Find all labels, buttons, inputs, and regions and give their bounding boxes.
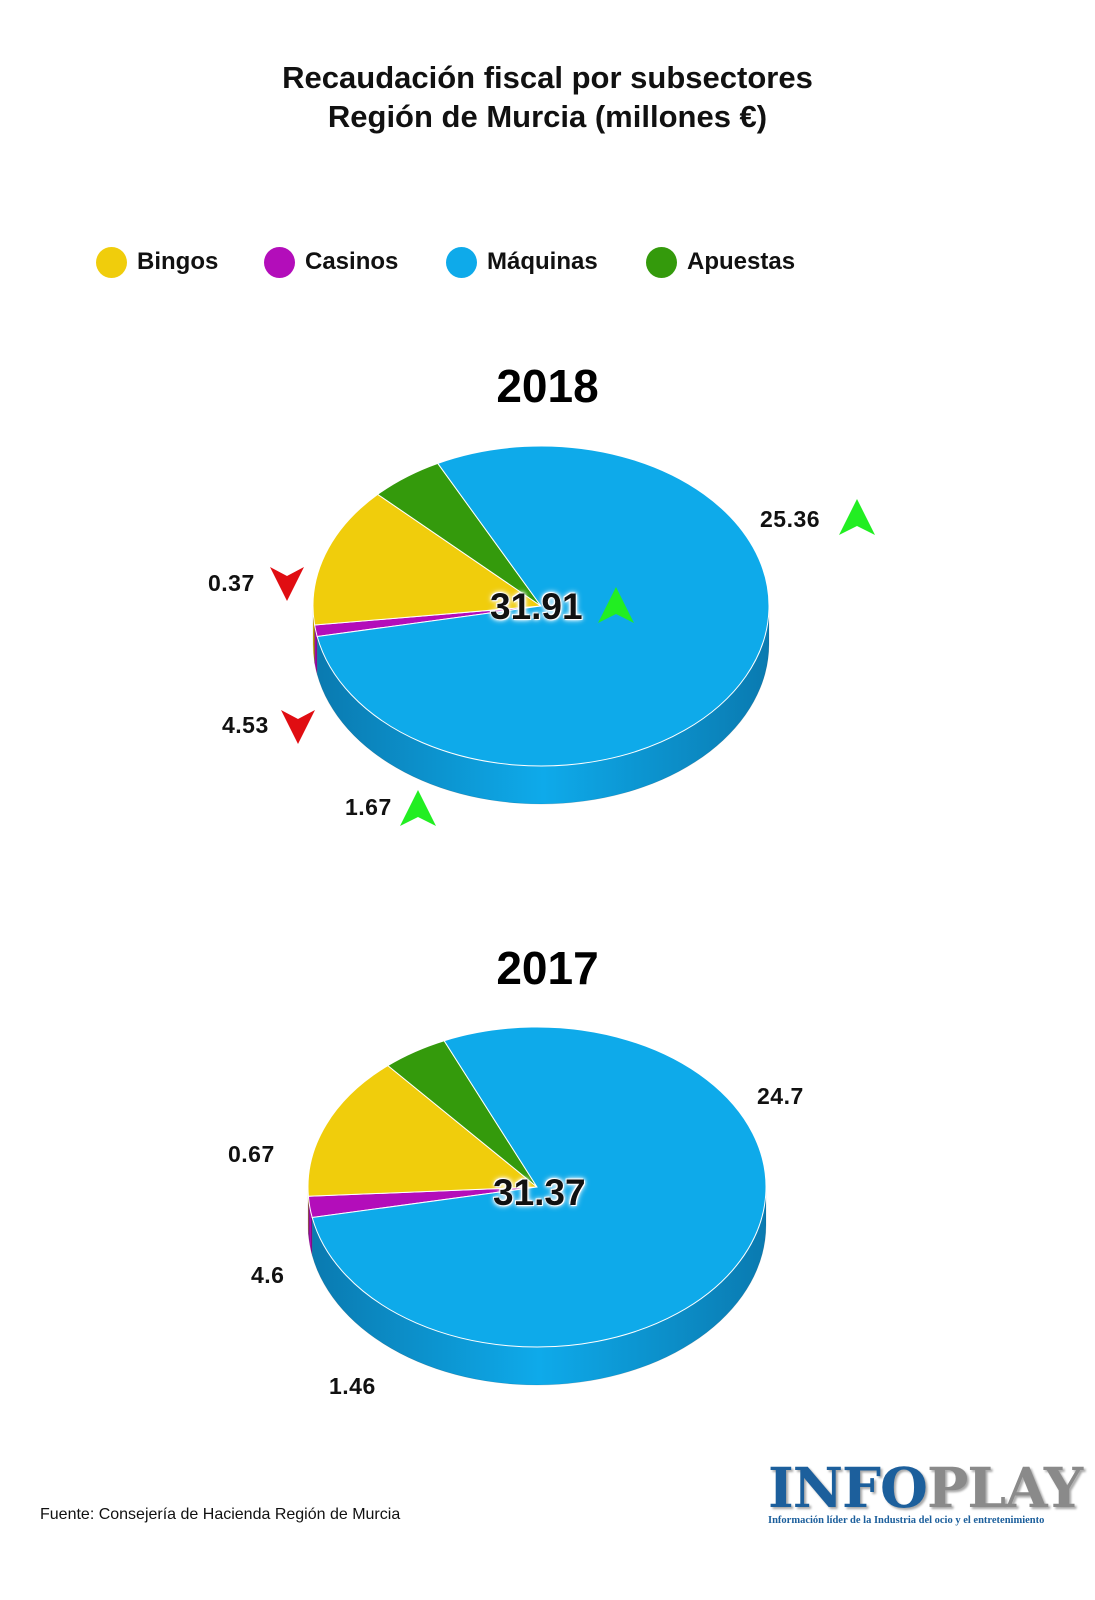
- legend-label-maquinas: Máquinas: [487, 248, 598, 275]
- logo-wordmark: INFOPLAY: [768, 1455, 1083, 1520]
- trend-up-arrow-icon: [400, 790, 436, 826]
- legend-swatch-bingos: [96, 246, 127, 278]
- value-label-bingos-2018: 4.53: [222, 712, 269, 738]
- legend-label-casinos: Casinos: [305, 248, 399, 275]
- trend-up-arrow-icon: [598, 587, 634, 623]
- value-label-casinos-2018: 0.37: [208, 570, 255, 596]
- legend-item-bingos: Bingos: [96, 246, 218, 278]
- total-label-2017: 31.37: [493, 1172, 586, 1213]
- pie-slice-bingos-2017: [307, 1064, 539, 1197]
- value-label-apuestas-2018: 1.67: [345, 794, 392, 820]
- legend-swatch-apuestas: [646, 246, 677, 278]
- value-label-maquinas-2017: 24.7: [757, 1083, 804, 1109]
- total-label-2018: 31.91: [490, 586, 583, 627]
- legend-label-bingos: Bingos: [137, 248, 219, 275]
- chart-title-line1: Recaudación fiscal por subsectores: [282, 60, 813, 95]
- trend-up-arrow-icon: [839, 499, 875, 535]
- legend-item-maquinas: Máquinas: [446, 246, 598, 278]
- logo-word-play: PLAY: [926, 1455, 1083, 1520]
- value-label-apuestas-2017: 1.46: [329, 1373, 376, 1399]
- logo-tagline: Información líder de la Industria del oc…: [768, 1515, 1045, 1526]
- value-label-bingos-2017: 4.6: [251, 1262, 285, 1288]
- legend-item-apuestas: Apuestas: [646, 246, 795, 278]
- infoplay-logo: INFOPLAY Información líder de la Industr…: [768, 1455, 1083, 1527]
- legend-swatch-maquinas: [446, 246, 477, 278]
- legend-swatch-casinos: [264, 246, 295, 278]
- value-label-casinos-2017: 0.67: [228, 1141, 275, 1167]
- pie-title-2017: 2017: [496, 942, 599, 994]
- pie-slice-maquinas-2018: [316, 445, 770, 767]
- value-label-maquinas-2018: 25.36: [760, 506, 821, 532]
- pie-slice-maquinas-2017: [311, 1026, 767, 1348]
- pie-title-2018: 2018: [496, 360, 599, 412]
- trend-down-arrow-icon: [281, 710, 315, 744]
- logo-word-info: INFO: [768, 1455, 928, 1520]
- legend-label-apuestas: Apuestas: [687, 248, 796, 275]
- legend-item-casinos: Casinos: [264, 246, 398, 278]
- pie-slice-bingos-2018: [312, 493, 543, 626]
- source-note: Fuente: Consejería de Hacienda Región de…: [40, 1506, 401, 1523]
- trend-down-arrow-icon: [270, 567, 304, 601]
- chart-title-line2: Región de Murcia (millones €): [327, 99, 768, 134]
